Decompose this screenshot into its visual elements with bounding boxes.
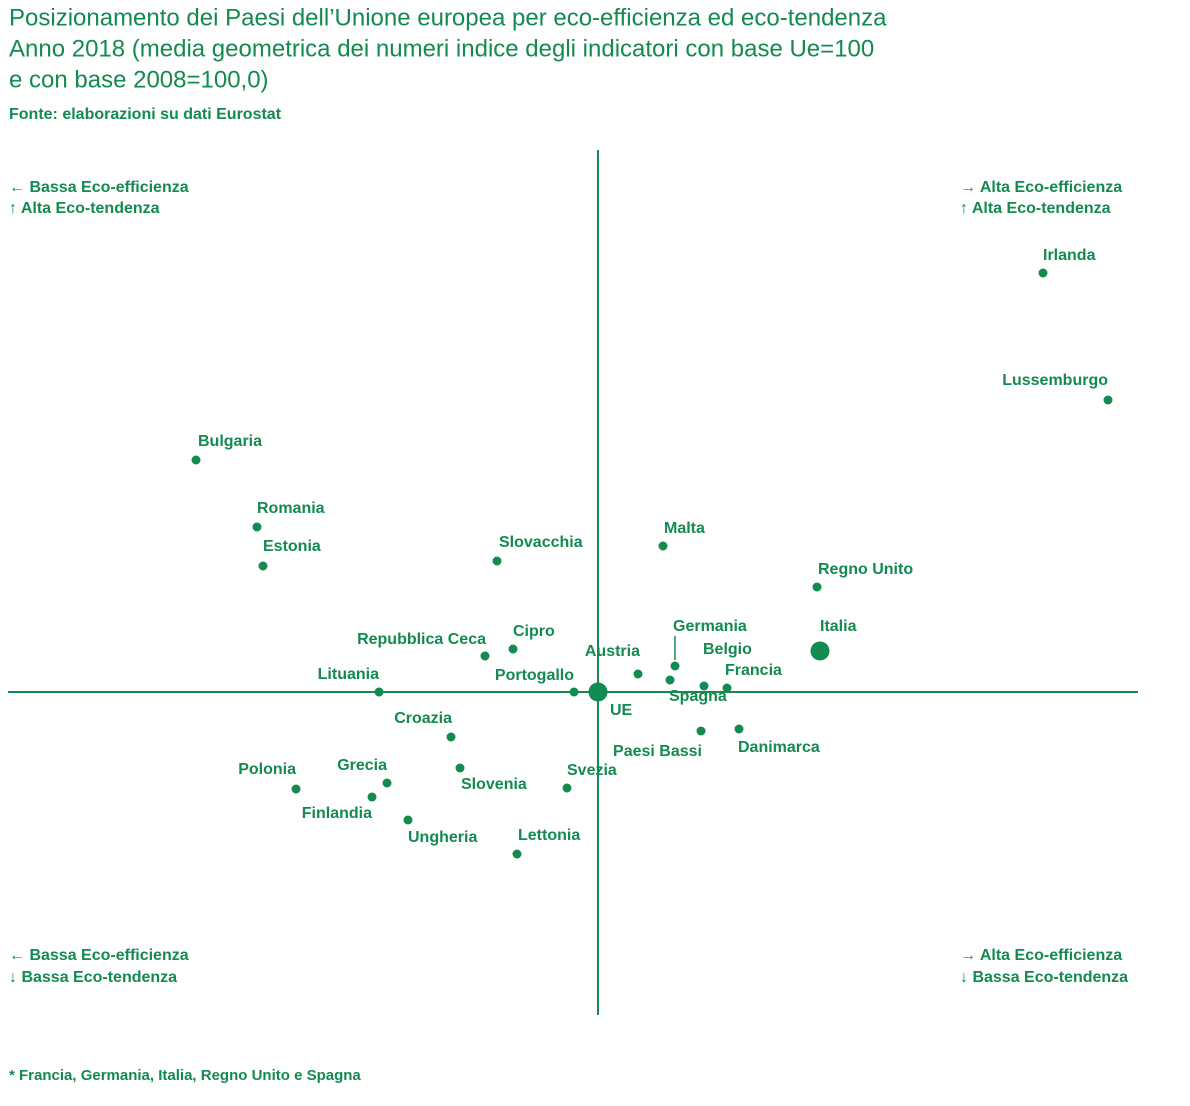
point-label: Irlanda — [1043, 247, 1096, 264]
point — [722, 683, 732, 693]
chart-title: e con base 2008=100,0) — [9, 66, 269, 93]
point — [191, 455, 201, 465]
point-label: Repubblica Ceca — [357, 631, 486, 648]
quadrant-label: ← Bassa Eco-efficienza — [9, 947, 189, 964]
point-label: Svezia — [567, 762, 617, 779]
point — [382, 778, 392, 788]
point-label: Italia — [820, 618, 857, 635]
point — [665, 675, 675, 685]
point-label: Spagna — [669, 688, 727, 705]
point-label: Croazia — [394, 710, 452, 727]
point — [658, 541, 668, 551]
point — [569, 687, 579, 697]
point-label: Cipro — [513, 623, 555, 640]
point — [291, 784, 301, 794]
point — [455, 763, 465, 773]
point-label: Slovacchia — [499, 534, 583, 551]
point-label: Romania — [257, 500, 325, 517]
quadrant-label: ← Bassa Eco-efficienza — [9, 179, 189, 196]
point — [670, 661, 680, 671]
point-label: Slovenia — [461, 776, 527, 793]
point-label: Belgio — [703, 641, 752, 658]
quadrant-label: ↑ Alta Eco-tendenza — [9, 200, 160, 217]
quadrant-label: → Alta Eco-efficienza — [960, 947, 1122, 964]
point-label: Austria — [585, 643, 640, 660]
point-label: Lettonia — [518, 827, 580, 844]
point-label: Germania — [673, 618, 747, 635]
point-label: Francia — [725, 662, 782, 679]
point — [252, 522, 262, 532]
point-label: Lussemburgo — [1002, 372, 1108, 389]
point — [446, 732, 456, 742]
point — [812, 582, 822, 592]
point-label: Danimarca — [738, 739, 820, 756]
point — [562, 783, 572, 793]
point-label: Estonia — [263, 538, 321, 555]
point — [696, 726, 706, 736]
point — [258, 561, 268, 571]
point — [492, 556, 502, 566]
footnote: * Francia, Germania, Italia, Regno Unito… — [9, 1067, 361, 1084]
quadrant-label: ↓ Bassa Eco-tendenza — [960, 969, 1128, 986]
point — [633, 669, 643, 679]
point — [480, 651, 490, 661]
point — [1103, 395, 1113, 405]
point — [810, 641, 830, 661]
point — [374, 687, 384, 697]
point-label: Finlandia — [302, 805, 372, 822]
chart-title: Posizionamento dei Paesi dell’Unione eur… — [9, 4, 887, 31]
quadrant-label: → Alta Eco-efficienza — [960, 179, 1122, 196]
point — [367, 792, 377, 802]
point-label: Malta — [664, 520, 705, 537]
chart-title: Anno 2018 (media geometrica dei numeri i… — [9, 35, 874, 62]
quadrant-label: ↑ Alta Eco-tendenza — [960, 200, 1111, 217]
point — [508, 644, 518, 654]
point — [512, 849, 522, 859]
quadrant-label: ↓ Bassa Eco-tendenza — [9, 969, 177, 986]
point-label: Lituania — [318, 666, 379, 683]
point-label: Regno Unito — [818, 561, 913, 578]
point-label: Bulgaria — [198, 433, 262, 450]
point-label: Portogallo — [495, 667, 574, 684]
point-label: UE — [610, 702, 633, 719]
point — [699, 681, 709, 691]
point — [1038, 268, 1048, 278]
point — [588, 682, 608, 702]
point — [734, 724, 744, 734]
subtitle: Fonte: elaborazioni su dati Eurostat — [9, 106, 282, 123]
point-label: Polonia — [238, 761, 296, 778]
point-label: Grecia — [337, 757, 387, 774]
point-label: Ungheria — [408, 829, 477, 846]
point — [403, 815, 413, 825]
point-label: Paesi Bassi — [613, 743, 702, 760]
